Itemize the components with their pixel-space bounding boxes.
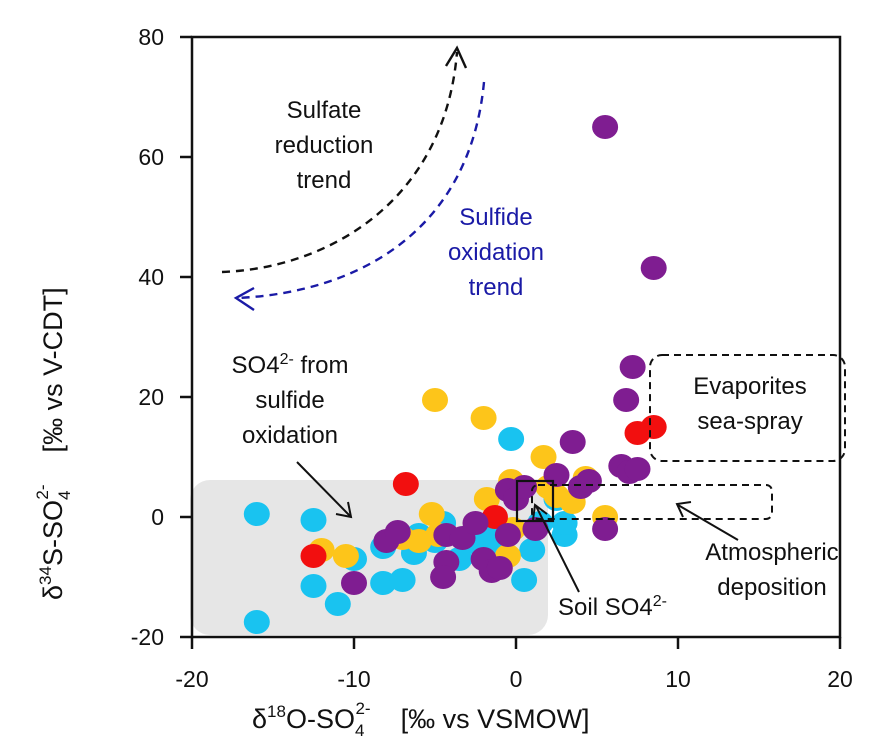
svg-text:Atmospheric: Atmospheric xyxy=(705,539,838,566)
data-point-red xyxy=(300,544,327,568)
sulfide-oxidation-region xyxy=(190,480,548,635)
data-point-purple xyxy=(575,469,602,493)
soil-pointer-line xyxy=(535,505,580,593)
y-tick-label: 60 xyxy=(138,144,164,170)
data-point-cyan xyxy=(243,610,270,634)
soil-pointer-head xyxy=(532,503,548,521)
data-point-purple xyxy=(613,388,640,412)
svg-text:oxidation: oxidation xyxy=(448,239,544,266)
data-point-cyan xyxy=(370,571,397,595)
data-point-purple xyxy=(619,355,646,379)
data-point-purple xyxy=(640,256,667,280)
sulfide-oxidation-label: Sulfide oxidation trend xyxy=(448,204,544,301)
svg-text:sea-spray: sea-spray xyxy=(697,408,802,435)
x-tick-label: -20 xyxy=(175,666,208,692)
so4-from-sulfide-label: SO42- from sulfide oxidation xyxy=(232,351,349,449)
sulfate-reduction-label: Sulfate reduction trend xyxy=(275,97,374,194)
data-point-purple xyxy=(559,430,586,454)
so4-pointer-head xyxy=(335,501,353,519)
data-point-cyan xyxy=(300,574,327,598)
data-point-gold xyxy=(422,388,448,412)
sulfate-reduction-arrowhead xyxy=(444,45,468,69)
svg-text:trend: trend xyxy=(469,274,524,301)
data-point-cyan xyxy=(324,592,351,616)
data-point-cyan xyxy=(511,568,538,592)
data-point-cyan xyxy=(519,538,546,562)
data-point-purple xyxy=(624,457,651,481)
data-point-purple xyxy=(486,556,513,580)
svg-text:Sulfate: Sulfate xyxy=(287,97,362,124)
data-point-cyan xyxy=(300,508,327,532)
so4-pointer-line xyxy=(296,461,351,517)
data-point-gold xyxy=(530,445,557,469)
svg-text:oxidation: oxidation xyxy=(242,422,338,449)
atmospheric-pointer-line xyxy=(677,504,739,541)
evaporites-label: Evaporites sea-spray xyxy=(693,373,806,435)
y-tick-label: 0 xyxy=(151,504,164,530)
data-point-gold xyxy=(473,487,500,511)
svg-text:Sulfide: Sulfide xyxy=(459,204,532,231)
data-point-purple xyxy=(462,511,489,535)
x-tick-label: -10 xyxy=(337,666,370,692)
y-tick-label: 80 xyxy=(138,24,164,50)
data-point-cyan xyxy=(551,511,578,535)
atmospheric-box xyxy=(531,484,773,520)
data-point-purple xyxy=(494,523,521,547)
data-point-gold xyxy=(332,544,359,568)
svg-text:Soil SO42-: Soil SO42- xyxy=(558,593,667,621)
axis-ticks: -20 -10 0 10 20 -20 0 20 40 60 80 xyxy=(131,24,853,692)
sulfide-oxidation-arrowhead xyxy=(233,286,255,311)
y-tick-label: 40 xyxy=(138,264,164,290)
data-point-red xyxy=(640,415,667,439)
atmospheric-pointer-head xyxy=(675,501,692,518)
svg-text:reduction: reduction xyxy=(275,132,374,159)
atmospheric-label: Atmospheric deposition xyxy=(705,539,838,601)
y-tick-label: 20 xyxy=(138,384,164,410)
evaporites-box xyxy=(649,354,846,462)
data-point-purple xyxy=(592,517,619,541)
data-point-purple xyxy=(430,565,457,589)
data-point-purple xyxy=(384,520,411,544)
sulfate-reduction-arrow xyxy=(221,51,459,274)
svg-text:trend: trend xyxy=(297,167,352,194)
x-tick-label: 10 xyxy=(665,666,691,692)
data-point-cyan xyxy=(389,568,416,592)
x-tick-label: 20 xyxy=(827,666,853,692)
data-point-purple xyxy=(592,115,619,139)
svg-text:sulfide: sulfide xyxy=(255,387,324,414)
sulfide-oxidation-arrow xyxy=(237,81,486,300)
data-point-cyan xyxy=(243,502,270,526)
svg-text:deposition: deposition xyxy=(717,574,826,601)
svg-text:Evaporites: Evaporites xyxy=(693,373,806,400)
data-point-gold xyxy=(470,406,497,430)
soil-label: Soil SO42- xyxy=(558,593,667,621)
data-point-cyan xyxy=(498,427,525,451)
y-axis-title: δ34S-SO42-[‰ vs V-CDT] xyxy=(33,287,74,600)
y-tick-label: -20 xyxy=(131,624,164,650)
data-point-gold xyxy=(418,502,445,526)
x-axis-title: δ18O-SO42- [‰ vs VSMOW] xyxy=(252,699,590,740)
svg-text:SO42- from: SO42- from xyxy=(232,351,349,379)
soil-box xyxy=(515,479,555,523)
x-tick-label: 0 xyxy=(510,666,523,692)
data-point-purple xyxy=(543,463,570,487)
data-point-red xyxy=(392,472,419,496)
data-point-purple xyxy=(341,571,367,595)
data-point-purple xyxy=(522,517,549,541)
data-points xyxy=(243,115,667,634)
